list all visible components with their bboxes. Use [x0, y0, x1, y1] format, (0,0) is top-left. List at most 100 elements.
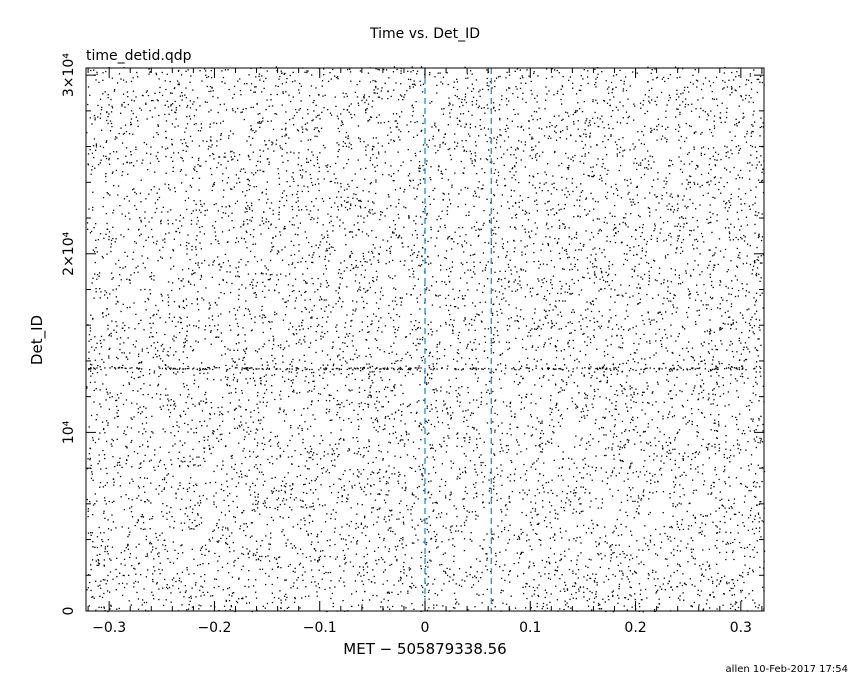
scatter-point: [319, 241, 322, 243]
scatter-point: [718, 423, 720, 425]
scatter-point: [270, 445, 272, 447]
scatter-point: [463, 172, 465, 174]
scatter-point: [210, 330, 212, 332]
scatter-point: [400, 70, 402, 72]
scatter-point: [100, 580, 102, 582]
scatter-point: [393, 326, 395, 328]
scatter-point: [654, 437, 656, 439]
scatter-point: [88, 357, 90, 360]
scatter-point: [313, 305, 315, 307]
scatter-point: [389, 226, 391, 228]
scatter-point: [686, 222, 688, 224]
scatter-point: [341, 495, 343, 498]
scatter-point: [637, 495, 640, 497]
scatter-point: [692, 357, 694, 359]
scatter-point: [524, 253, 527, 255]
scatter-point: [350, 541, 352, 543]
scatter-point: [592, 266, 594, 268]
scatter-point: [128, 383, 131, 385]
scatter-point: [203, 439, 206, 442]
scatter-point: [590, 500, 592, 502]
scatter-point: [479, 560, 481, 562]
scatter-point: [611, 89, 614, 91]
scatter-point: [551, 419, 553, 421]
scatter-point: [380, 211, 382, 213]
scatter-point: [571, 178, 574, 180]
scatter-point: [645, 251, 647, 253]
scatter-point: [752, 265, 755, 267]
scatter-point: [326, 282, 328, 284]
scatter-point: [591, 592, 593, 594]
scatter-point: [361, 604, 363, 606]
scatter-point: [508, 266, 510, 268]
scatter-point: [667, 416, 669, 419]
scatter-point: [628, 581, 631, 583]
scatter-point: [735, 416, 737, 418]
scatter-point: [259, 401, 261, 403]
scatter-point: [641, 278, 644, 280]
scatter-point: [262, 273, 264, 275]
scatter-point: [164, 548, 166, 551]
scatter-point: [147, 94, 150, 97]
scatter-point: [99, 117, 101, 119]
scatter-point: [95, 144, 98, 146]
scatter-point: [550, 279, 552, 281]
scatter-point: [736, 443, 739, 445]
scatter-point: [721, 343, 723, 345]
scatter-point: [149, 543, 151, 545]
scatter-point: [641, 232, 643, 234]
scatter-point: [518, 181, 520, 184]
scatter-point: [683, 163, 685, 165]
scatter-point: [510, 595, 512, 597]
scatter-point: [400, 435, 403, 437]
scatter-point: [448, 437, 450, 439]
scatter-point: [616, 373, 618, 375]
scatter-point: [667, 565, 669, 567]
scatter-point: [288, 137, 290, 139]
scatter-point: [379, 371, 381, 373]
scatter-point: [435, 539, 437, 541]
scatter-point: [400, 537, 402, 540]
scatter-point: [514, 266, 516, 268]
scatter-point: [371, 250, 373, 253]
scatter-point: [756, 482, 758, 484]
scatter-point: [426, 522, 428, 524]
scatter-point: [436, 237, 438, 239]
scatter-point: [369, 212, 371, 214]
scatter-point: [492, 599, 494, 601]
scatter-point: [167, 219, 169, 221]
scatter-point: [692, 390, 695, 392]
scatter-point: [321, 331, 323, 333]
scatter-point: [365, 494, 367, 496]
scatter-point: [393, 342, 395, 344]
scatter-point: [580, 191, 582, 193]
scatter-point: [610, 134, 612, 136]
scatter-point: [574, 263, 576, 266]
scatter-point: [505, 341, 508, 343]
scatter-point: [378, 69, 380, 71]
scatter-point: [412, 110, 414, 113]
scatter-point: [725, 551, 728, 553]
scatter-point: [379, 507, 381, 509]
scatter-point: [329, 419, 331, 421]
scatter-point: [248, 310, 251, 312]
scatter-point: [545, 443, 547, 445]
scatter-point: [145, 601, 148, 604]
scatter-point: [666, 535, 669, 538]
scatter-point: [375, 315, 377, 317]
scatter-point: [95, 146, 98, 148]
scatter-point: [649, 472, 651, 474]
scatter-point: [158, 355, 161, 357]
scatter-point: [647, 577, 649, 580]
scatter-point: [461, 295, 464, 297]
scatter-point: [222, 413, 224, 416]
scatter-point: [346, 163, 348, 165]
scatter-point: [616, 144, 618, 146]
scatter-point: [359, 138, 361, 140]
scatter-point: [726, 541, 729, 544]
scatter-point: [135, 96, 137, 98]
scatter-point: [272, 128, 275, 131]
scatter-point: [375, 68, 377, 70]
scatter-point: [747, 529, 749, 531]
scatter-point: [590, 366, 592, 368]
